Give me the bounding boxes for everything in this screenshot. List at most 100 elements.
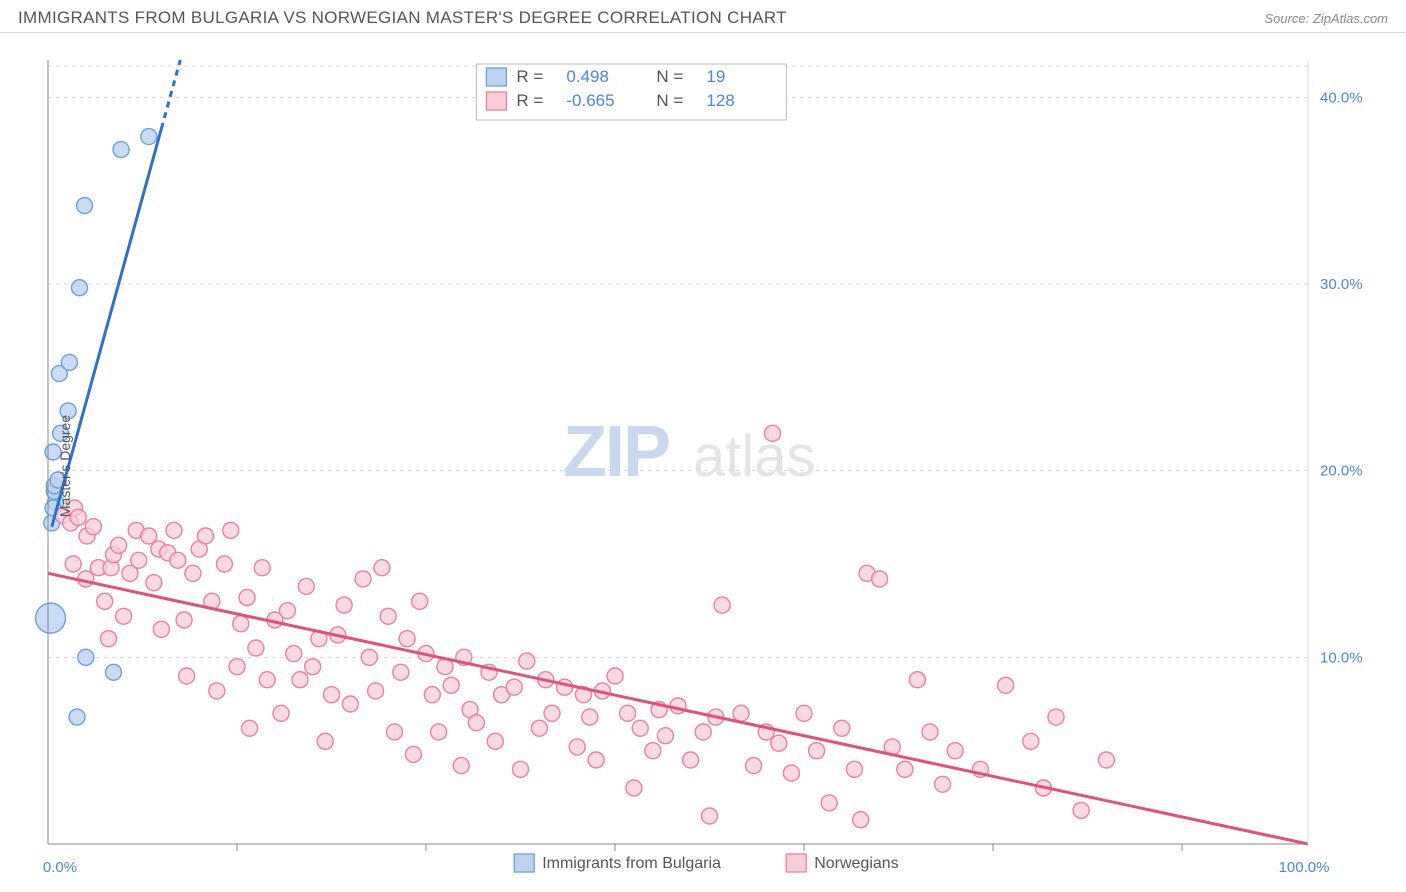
bulgaria-point xyxy=(106,664,122,680)
legend-swatch xyxy=(486,68,506,86)
norwegian-point xyxy=(131,552,147,568)
bulgaria-point xyxy=(141,129,157,145)
norwegian-point xyxy=(233,616,249,632)
norwegian-point xyxy=(897,761,913,777)
norwegian-point xyxy=(85,519,101,535)
norwegian-point xyxy=(620,705,636,721)
norwegian-point xyxy=(853,812,869,828)
legend-series-label: Norwegians xyxy=(814,855,898,872)
norwegian-point xyxy=(872,571,888,587)
norwegian-point xyxy=(998,677,1014,693)
norwegian-point xyxy=(176,612,192,628)
norwegian-point xyxy=(443,677,459,693)
norwegian-point xyxy=(65,556,81,572)
norwegian-point xyxy=(695,724,711,740)
norwegian-point xyxy=(771,735,787,751)
legend-r-label: R = xyxy=(516,67,543,86)
norwegian-point xyxy=(336,597,352,613)
y-tick-label: 10.0% xyxy=(1320,649,1363,666)
norwegian-point xyxy=(424,687,440,703)
norwegian-point xyxy=(733,705,749,721)
correlation-scatter-chart: ZIPatlas10.0%20.0%30.0%40.0%0.0%100.0%R … xyxy=(18,40,1388,892)
trend-line xyxy=(48,573,1308,844)
norwegian-point xyxy=(582,709,598,725)
norwegian-point xyxy=(1048,709,1064,725)
legend-swatch xyxy=(486,92,506,110)
norwegian-point xyxy=(846,761,862,777)
norwegian-point xyxy=(229,659,245,675)
norwegian-point xyxy=(198,528,214,544)
norwegian-point xyxy=(412,593,428,609)
norwegian-point xyxy=(531,720,547,736)
norwegian-point xyxy=(153,621,169,637)
norwegian-point xyxy=(116,608,132,624)
norwegian-point xyxy=(468,715,484,731)
norwegian-point xyxy=(935,776,951,792)
legend-series-label: Immigrants from Bulgaria xyxy=(542,855,721,872)
norwegian-point xyxy=(185,565,201,581)
norwegian-point xyxy=(100,631,116,647)
trend-line-dashed xyxy=(161,60,180,129)
legend-n-value: 19 xyxy=(706,67,725,86)
norwegian-point xyxy=(242,720,258,736)
norwegian-point xyxy=(273,705,289,721)
norwegian-point xyxy=(399,631,415,647)
norwegian-point xyxy=(809,743,825,759)
norwegian-point xyxy=(544,705,560,721)
norwegian-point xyxy=(209,683,225,699)
norwegian-point xyxy=(783,765,799,781)
legend-swatch xyxy=(786,854,806,872)
norwegian-point xyxy=(626,780,642,796)
norwegian-point xyxy=(374,560,390,576)
norwegian-point xyxy=(279,603,295,619)
norwegian-point xyxy=(513,761,529,777)
norwegian-point xyxy=(796,705,812,721)
y-tick-label: 30.0% xyxy=(1320,276,1363,293)
norwegian-point xyxy=(588,752,604,768)
norwegian-point xyxy=(324,687,340,703)
bulgaria-point xyxy=(78,649,94,665)
x-tick-label: 0.0% xyxy=(43,859,77,876)
y-tick-label: 20.0% xyxy=(1320,463,1363,480)
norwegian-point xyxy=(506,679,522,695)
norwegian-point xyxy=(216,556,232,572)
norwegian-point xyxy=(909,672,925,688)
norwegian-point xyxy=(683,752,699,768)
norwegian-point xyxy=(834,720,850,736)
bulgaria-point xyxy=(72,280,88,296)
norwegian-point xyxy=(286,646,302,662)
norwegian-point xyxy=(141,528,157,544)
norwegian-point xyxy=(254,560,270,576)
norwegian-point xyxy=(170,552,186,568)
norwegian-point xyxy=(670,698,686,714)
watermark-atlas: atlas xyxy=(693,424,816,489)
norwegian-point xyxy=(519,653,535,669)
norwegian-point xyxy=(453,758,469,774)
legend-r-value: 0.498 xyxy=(566,67,609,86)
norwegian-point xyxy=(305,659,321,675)
norwegian-point xyxy=(922,724,938,740)
chart-header: IMMIGRANTS FROM BULGARIA VS NORWEGIAN MA… xyxy=(0,0,1406,33)
norwegian-point xyxy=(632,720,648,736)
chart-container: Master's Degree ZIPatlas10.0%20.0%30.0%4… xyxy=(18,40,1388,892)
bulgaria-point xyxy=(113,142,129,158)
norwegian-point xyxy=(317,733,333,749)
y-tick-label: 40.0% xyxy=(1320,89,1363,106)
norwegian-point xyxy=(298,578,314,594)
legend-r-value: -0.665 xyxy=(566,91,614,110)
legend-n-label: N = xyxy=(656,91,683,110)
norwegian-point xyxy=(765,425,781,441)
norwegian-point xyxy=(380,608,396,624)
norwegian-point xyxy=(1098,752,1114,768)
norwegian-point xyxy=(179,668,195,684)
y-axis-label: Master's Degree xyxy=(57,415,73,517)
norwegian-point xyxy=(387,724,403,740)
norwegian-point xyxy=(645,743,661,759)
norwegian-point xyxy=(166,522,182,538)
norwegian-point xyxy=(947,743,963,759)
bulgaria-point xyxy=(61,354,77,370)
norwegian-point xyxy=(1023,733,1039,749)
norwegian-point xyxy=(431,724,447,740)
legend-n-value: 128 xyxy=(706,91,734,110)
norwegian-point xyxy=(361,649,377,665)
